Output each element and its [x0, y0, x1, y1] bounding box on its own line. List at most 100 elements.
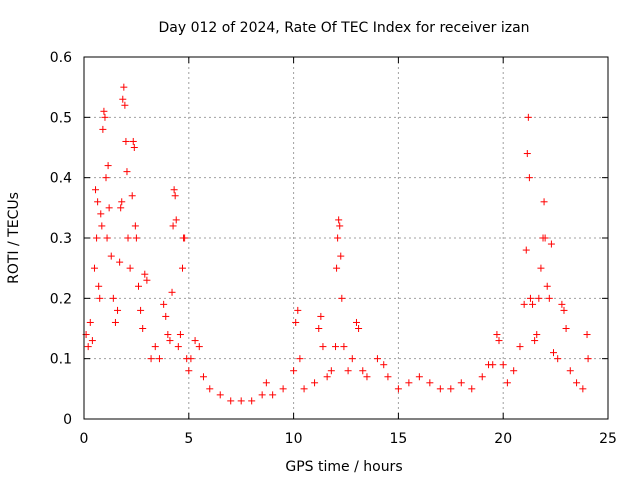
data-point — [573, 379, 581, 387]
data-point — [169, 222, 177, 230]
y-tick-label: 0.3 — [50, 231, 72, 247]
data-point — [380, 361, 388, 369]
data-point — [128, 192, 136, 200]
data-point — [537, 264, 545, 272]
x-tick-label: 20 — [494, 431, 512, 447]
y-tick-label: 0.2 — [50, 291, 72, 307]
data-point — [426, 379, 434, 387]
data-point — [147, 355, 155, 363]
x-axis-label: GPS time / hours — [285, 459, 402, 475]
data-point — [468, 385, 476, 393]
data-point — [562, 325, 570, 332]
data-point — [185, 367, 193, 375]
x-tick-label: 5 — [184, 431, 193, 447]
data-point — [520, 300, 528, 308]
data-point — [499, 361, 507, 369]
data-point — [98, 222, 106, 230]
data-point — [447, 385, 455, 393]
data-point — [523, 150, 531, 158]
data-point — [558, 300, 566, 308]
data-point — [323, 373, 331, 381]
data-point — [405, 379, 413, 387]
y-axis-ticks: 0 0.1 0.2 0.3 0.4 0.5 0.6 — [50, 50, 608, 428]
data-point — [525, 174, 533, 182]
data-point — [139, 325, 147, 332]
data-point — [97, 210, 105, 218]
data-point — [111, 318, 119, 326]
data-point — [319, 343, 327, 351]
data-point — [123, 168, 131, 176]
data-point — [107, 252, 115, 260]
data-point — [93, 234, 101, 242]
data-point — [262, 379, 270, 387]
data-point — [132, 234, 140, 242]
data-point — [359, 367, 367, 375]
data-point — [550, 349, 558, 357]
data-point — [541, 234, 549, 242]
data-point — [191, 337, 199, 345]
data-point — [457, 379, 465, 387]
data-point — [187, 355, 195, 363]
data-point — [436, 385, 444, 393]
data-point — [415, 373, 423, 381]
data-point — [529, 300, 537, 308]
y-tick-label: 0.4 — [50, 171, 72, 187]
data-point — [101, 113, 109, 121]
x-tick-label: 15 — [389, 431, 407, 447]
data-point — [336, 222, 344, 230]
y-tick-label: 0.1 — [50, 352, 72, 368]
data-point — [269, 391, 277, 399]
data-point — [176, 331, 184, 339]
data-point — [216, 391, 224, 399]
x-tick-label: 10 — [285, 431, 303, 447]
data-point — [566, 367, 574, 375]
data-point — [131, 222, 139, 230]
data-point — [166, 337, 174, 345]
data-point — [315, 325, 323, 332]
data-point — [174, 343, 182, 351]
data-point — [495, 337, 503, 345]
data-point — [333, 264, 341, 272]
data-point — [105, 204, 113, 212]
data-point — [109, 294, 117, 302]
data-point — [545, 294, 553, 302]
data-point — [352, 318, 360, 326]
data-point — [394, 385, 402, 393]
chart-title: Day 012 of 2024, Rate Of TEC Index for r… — [158, 20, 529, 36]
data-point — [335, 216, 343, 224]
data-point — [248, 397, 256, 405]
data-point — [584, 355, 592, 363]
data-point — [122, 137, 130, 145]
y-axis-label: ROTI / TECUs — [6, 192, 22, 284]
data-point — [99, 125, 107, 133]
data-point — [143, 276, 151, 284]
data-point — [290, 367, 298, 375]
data-point — [344, 367, 352, 375]
data-point — [363, 373, 371, 381]
data-point — [579, 385, 587, 393]
y-tick-label: 0 — [63, 412, 72, 428]
data-point — [338, 294, 346, 302]
data-point — [119, 95, 127, 103]
y-tick-label: 0.6 — [50, 50, 72, 66]
data-point — [120, 83, 128, 91]
data-point — [554, 355, 562, 363]
data-point — [560, 306, 568, 314]
data-point — [327, 367, 335, 375]
data-point — [334, 234, 342, 242]
data-point — [134, 282, 142, 290]
data-point — [92, 186, 100, 194]
data-point — [181, 234, 189, 242]
data-point — [124, 234, 132, 242]
data-point — [172, 216, 180, 224]
data-point — [478, 373, 486, 381]
data-point — [84, 343, 92, 351]
data-point — [117, 204, 125, 212]
data-point — [292, 318, 300, 326]
data-point — [348, 355, 356, 363]
data-point — [88, 337, 96, 345]
data-point — [130, 144, 138, 151]
data-point — [337, 252, 345, 260]
data-point — [94, 198, 102, 206]
